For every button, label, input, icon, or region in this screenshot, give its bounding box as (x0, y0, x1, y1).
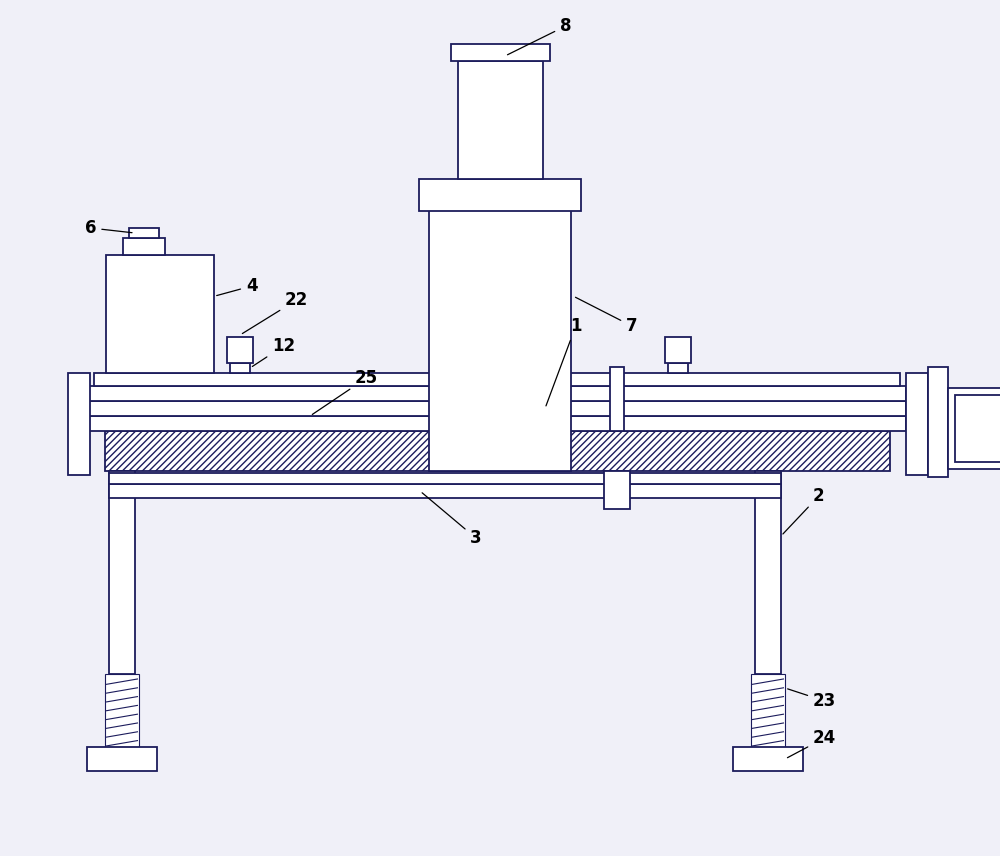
Bar (88, 401, 906, 416)
Bar (755, 471, 781, 674)
Bar (429, 201, 571, 471)
Bar (109, 473, 781, 484)
Bar (948, 388, 1000, 469)
Bar (87, 747, 157, 771)
Text: 4: 4 (217, 277, 258, 295)
Bar (227, 337, 253, 363)
Text: 12: 12 (252, 337, 295, 366)
Bar (906, 373, 928, 475)
Bar (604, 471, 630, 509)
Text: 19: 19 (0, 855, 1, 856)
Text: 3: 3 (422, 493, 482, 547)
Bar (610, 367, 624, 431)
Text: 22: 22 (242, 291, 308, 334)
Bar (230, 363, 250, 373)
Bar (68, 373, 90, 475)
Bar (106, 255, 214, 373)
Bar (109, 471, 135, 674)
Bar (668, 363, 688, 373)
Text: 7: 7 (575, 297, 638, 335)
Text: 24: 24 (787, 729, 836, 758)
Bar (751, 674, 785, 748)
Bar (419, 179, 581, 211)
Bar (88, 386, 906, 401)
Text: 8: 8 (507, 17, 572, 55)
Text: 6: 6 (85, 219, 132, 237)
Bar (109, 484, 781, 498)
Bar (451, 44, 550, 61)
Bar (105, 431, 890, 471)
Bar (123, 238, 165, 255)
Bar (733, 747, 803, 771)
Text: 1: 1 (546, 317, 582, 406)
Bar (94, 373, 900, 386)
Text: 25: 25 (312, 369, 378, 414)
Bar (665, 337, 691, 363)
Bar (105, 674, 139, 748)
Text: 23: 23 (788, 689, 836, 710)
Bar (928, 367, 948, 477)
Bar (88, 416, 906, 431)
Text: 2: 2 (783, 487, 825, 534)
Bar (129, 228, 159, 238)
Bar (458, 61, 542, 179)
Bar (955, 395, 1000, 462)
